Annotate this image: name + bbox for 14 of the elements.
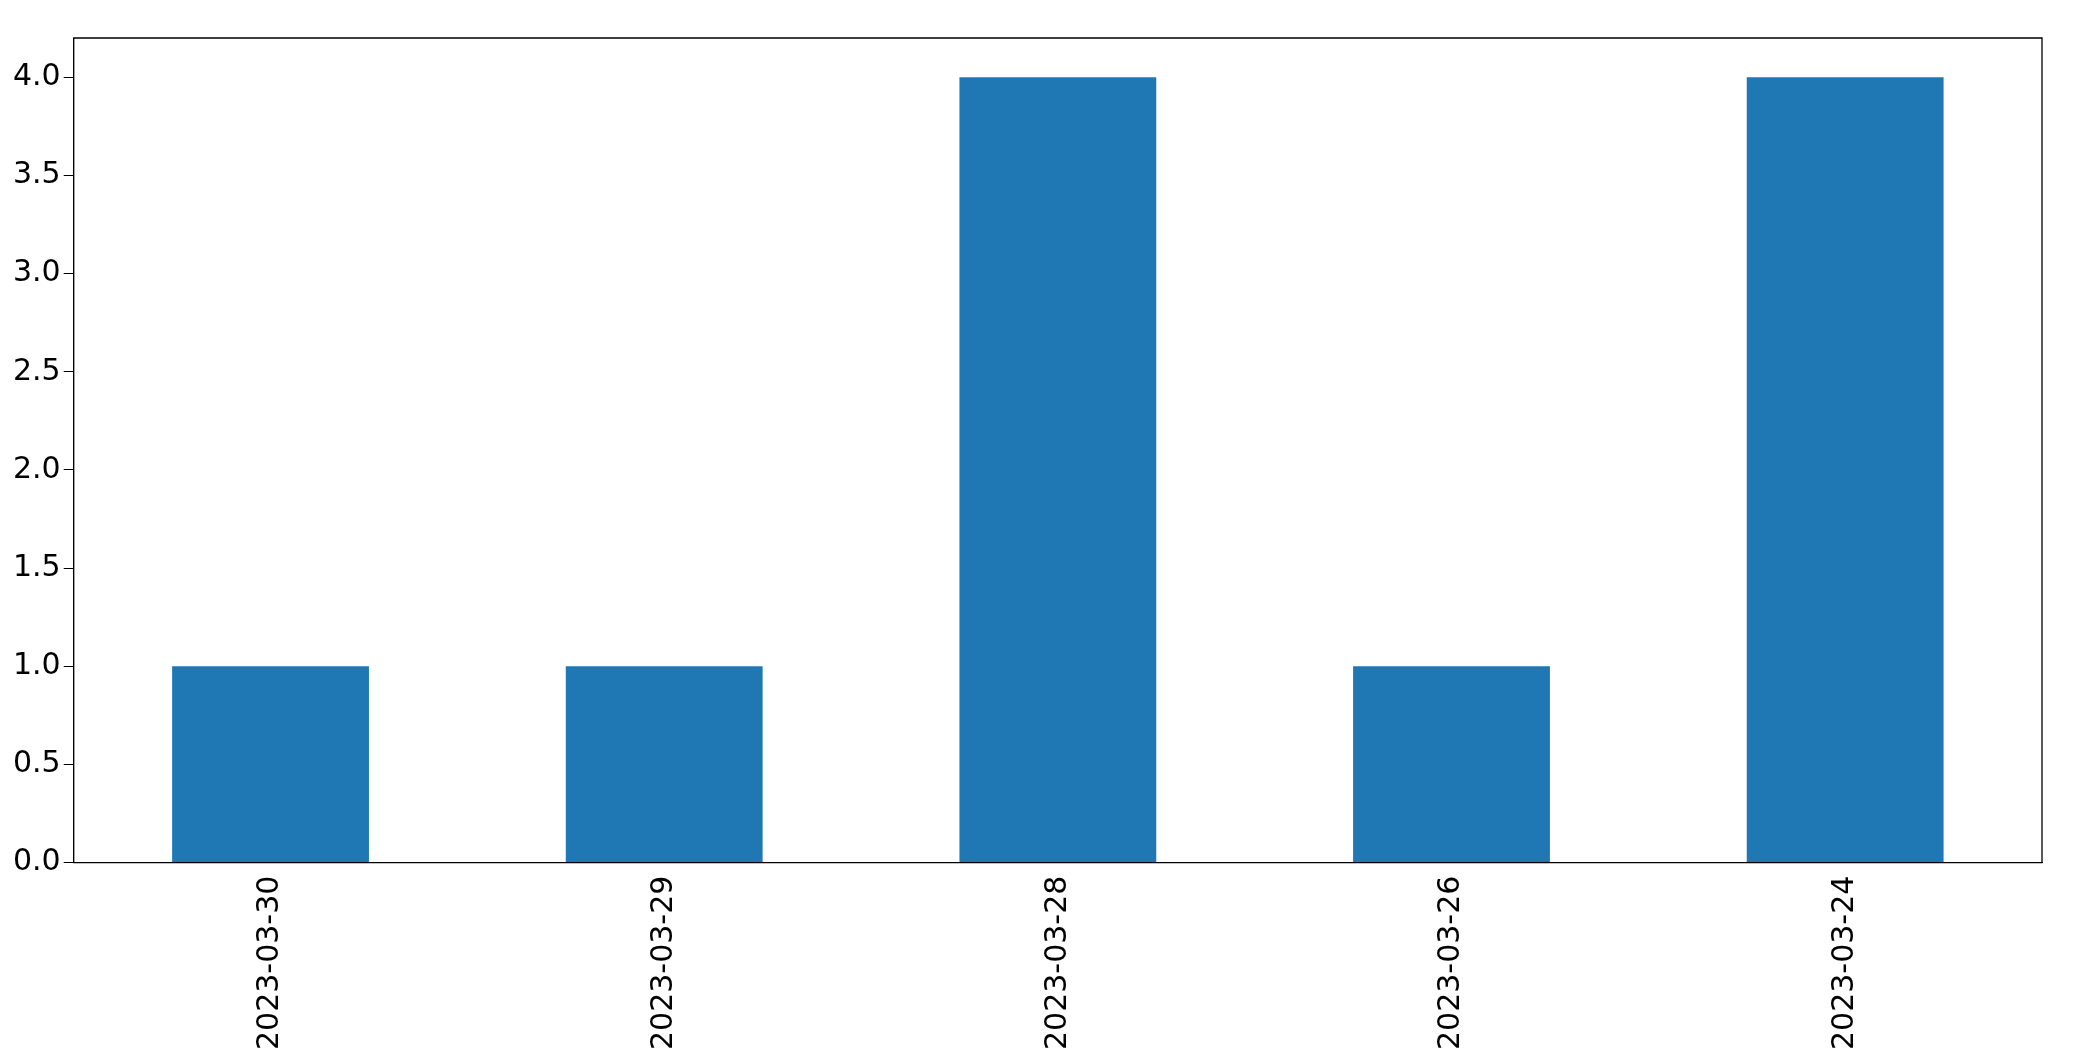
y-tick-label: 1.0: [12, 646, 61, 682]
x-tick-label: 2023-03-24: [1824, 875, 1860, 1051]
x-tick-label: 2023-03-30: [250, 875, 286, 1051]
y-tick-label: 3.0: [12, 253, 61, 289]
x-tick-label: 2023-03-28: [1037, 875, 1073, 1051]
y-tick-label: 4.0: [12, 57, 61, 93]
x-tick-label: 2023-03-26: [1431, 875, 1467, 1051]
y-tick-label: 3.5: [12, 155, 61, 191]
y-tick-label: 2.5: [12, 351, 61, 387]
y-tick-label: 0.5: [12, 744, 61, 780]
y-tick-label: 0.0: [12, 842, 61, 878]
x-tick-label: 2023-03-29: [643, 875, 679, 1051]
y-tick-label: 2.0: [12, 449, 61, 485]
y-tick-label: 1.5: [12, 547, 61, 583]
